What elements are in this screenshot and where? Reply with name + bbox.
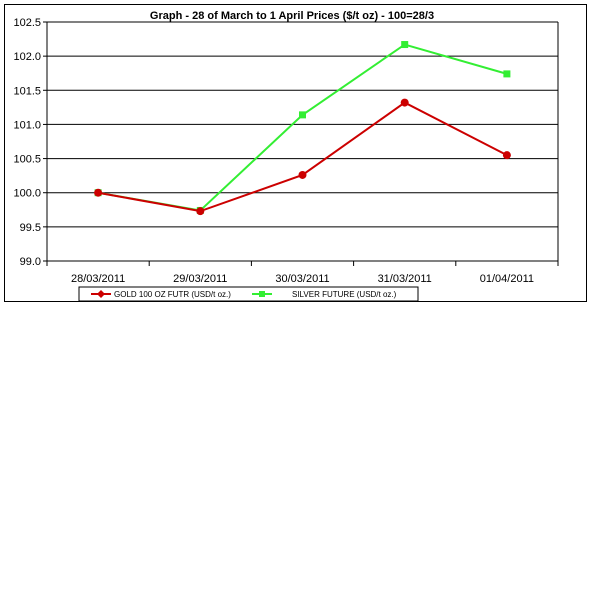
y-tick-label: 100.5 [13, 154, 41, 166]
chart-frame [4, 4, 587, 302]
silver-series-line [97, 43, 508, 212]
silver-data-point [401, 41, 409, 49]
y-tick-label: 100.0 [13, 188, 41, 200]
gold-data-point [298, 170, 307, 179]
silver-data-point [299, 111, 306, 119]
x-tick-label: 29/03/2011 [173, 273, 227, 285]
y-tick-label: 99.0 [20, 256, 41, 268]
y-tick-label: 102.0 [13, 51, 41, 63]
x-tick-label: 31/03/2011 [378, 273, 432, 285]
y-tick-label: 99.5 [20, 222, 41, 234]
gold-data-point [400, 98, 409, 107]
axis-layer: 99.0 99.5 100.0 100.5 101.0 101.5 102.0 102.5 28… [13, 17, 559, 285]
y-tick-label: 101.5 [13, 85, 41, 97]
silver-data-point [503, 70, 511, 78]
silver-legend-label: SILVER FUTURE (USD/t oz.) [292, 290, 397, 299]
chart-title: Graph - 28 of March to 1 April Prices ($… [150, 10, 434, 22]
gold-legend-marker [97, 290, 105, 298]
gold-data-point [196, 207, 205, 216]
series-layer [94, 41, 511, 216]
gold-data-point [94, 188, 103, 197]
x-tick-label: 28/03/2011 [71, 273, 125, 285]
legend: GOLD 100 OZ FUTR (USD/t oz.) SILVER FUTUR… [78, 286, 419, 302]
silver-legend-marker [259, 291, 265, 297]
gold-series-line [97, 101, 508, 213]
legend-box [78, 286, 419, 302]
y-tick-label: 101.0 [13, 119, 41, 131]
x-tick-label: 30/03/2011 [275, 273, 329, 285]
gold-data-point [502, 151, 511, 160]
x-tick-label: 01/04/2011 [480, 273, 534, 285]
gold-legend-label: GOLD 100 OZ FUTR (USD/t oz.) [114, 290, 231, 299]
y-tick-label: 102.5 [13, 17, 41, 29]
